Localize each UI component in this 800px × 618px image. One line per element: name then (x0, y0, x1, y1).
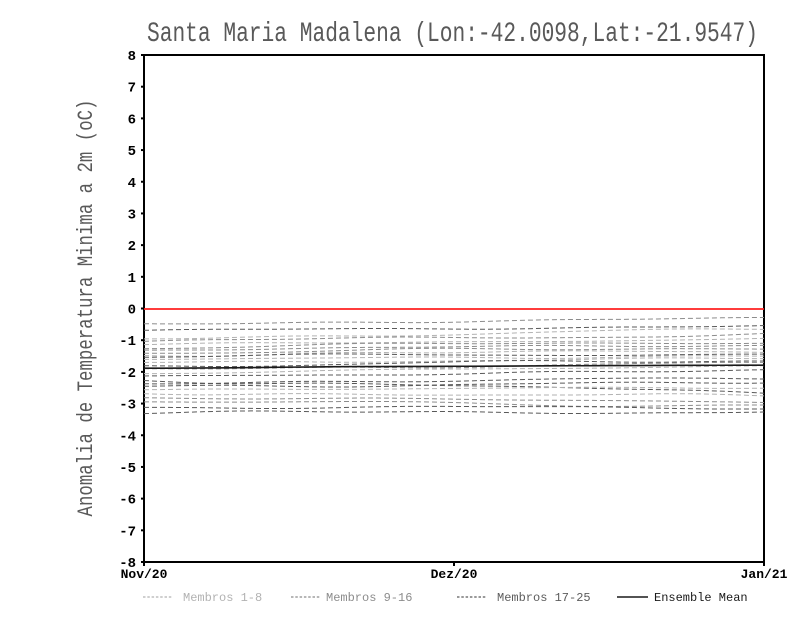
svg-text:-5: -5 (119, 461, 136, 477)
svg-text:-2: -2 (119, 366, 136, 382)
svg-text:4: 4 (128, 176, 136, 192)
svg-text:-1: -1 (119, 334, 136, 350)
svg-text:8: 8 (128, 49, 136, 65)
svg-text:Ensemble Mean: Ensemble Mean (654, 591, 748, 605)
svg-text:Jan/21: Jan/21 (741, 567, 788, 582)
svg-text:-3: -3 (119, 398, 136, 414)
svg-text:5: 5 (128, 144, 136, 160)
svg-text:6: 6 (128, 112, 136, 128)
svg-text:Dez/20: Dez/20 (431, 567, 478, 582)
svg-text:3: 3 (128, 207, 136, 223)
svg-text:1: 1 (128, 271, 136, 287)
svg-text:-4: -4 (119, 429, 136, 445)
svg-text:Membros 1-8: Membros 1-8 (183, 591, 262, 605)
svg-text:0: 0 (128, 303, 136, 319)
svg-text:7: 7 (128, 81, 136, 97)
svg-text:Santa Maria Madalena (Lon:-42.: Santa Maria Madalena (Lon:-42.0098,Lat:-… (147, 18, 758, 50)
svg-text:Anomalia de Temperatura Minima: Anomalia de Temperatura Minima a 2m (oC) (73, 100, 99, 517)
svg-text:-7: -7 (119, 524, 136, 540)
svg-text:Nov/20: Nov/20 (121, 567, 168, 582)
svg-text:-6: -6 (119, 493, 136, 509)
svg-text:2: 2 (128, 239, 136, 255)
svg-text:Membros 9-16: Membros 9-16 (326, 591, 412, 605)
svg-text:Membros 17-25: Membros 17-25 (497, 591, 591, 605)
